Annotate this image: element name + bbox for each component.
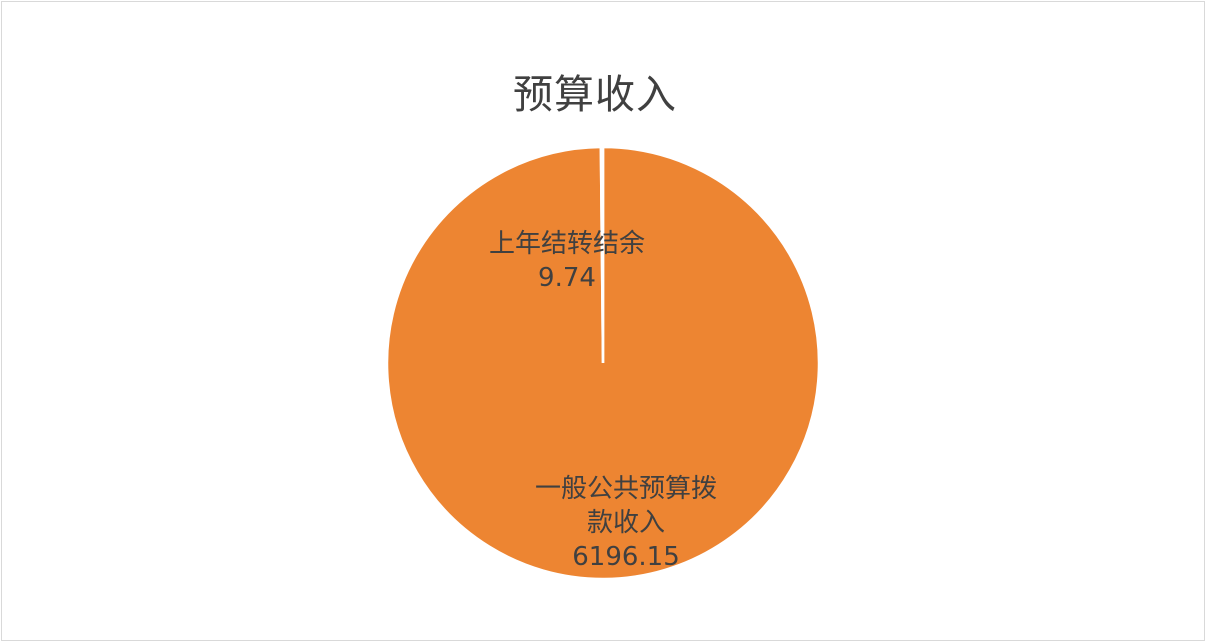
- pie-slices: [385, 145, 821, 581]
- slice-value-label-1: 9.74: [538, 263, 596, 293]
- slice-value-label-0: 6196.15: [572, 542, 680, 572]
- slice-category-label-0: 款收入: [587, 508, 665, 538]
- pie-slice-1: [599, 145, 605, 364]
- slice-category-label-0: 一般公共预算拨: [535, 474, 717, 504]
- chart-title: 预算收入: [513, 72, 677, 118]
- slice-category-label-1: 上年结转结余: [489, 229, 645, 259]
